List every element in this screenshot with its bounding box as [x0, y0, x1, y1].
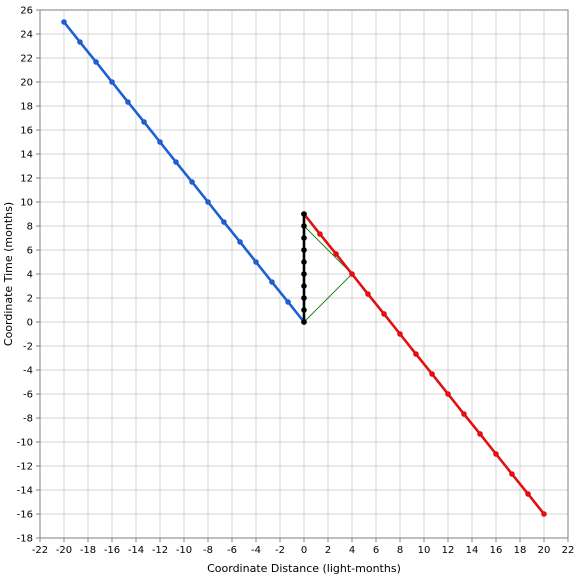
series-red-point: [493, 451, 499, 457]
x-tick-label: 22: [562, 545, 575, 556]
series-red-point: [541, 511, 547, 517]
series-layer: [61, 19, 547, 517]
y-tick-label: 6: [27, 246, 33, 257]
y-tick-label: 4: [27, 270, 33, 281]
series-red-point: [365, 291, 371, 297]
series-blue-point: [77, 39, 83, 45]
x-tick-label: 18: [514, 545, 527, 556]
x-tick-label: -10: [176, 545, 192, 556]
y-tick-label: 2: [27, 294, 33, 305]
series-red-point: [525, 491, 531, 497]
y-tick-label: 0: [27, 318, 33, 329]
y-tick-label: 18: [20, 102, 33, 113]
y-tick-label: 20: [20, 78, 33, 89]
series-red-point: [349, 271, 355, 277]
x-tick-label: -20: [56, 545, 72, 556]
series-black-point: [301, 211, 307, 217]
y-tick-label: -16: [17, 510, 33, 521]
series-blue-point: [125, 99, 131, 105]
y-tick-label: -8: [23, 414, 33, 425]
series-blue-point: [253, 259, 259, 265]
x-tick-label: -4: [251, 545, 261, 556]
x-tick-label: 8: [397, 545, 403, 556]
y-tick-label: -14: [17, 486, 33, 497]
x-tick-label: 10: [418, 545, 431, 556]
series-red-point: [381, 311, 387, 317]
series-black-point: [301, 259, 307, 265]
y-tick-label: -10: [17, 438, 33, 449]
x-tick-label: -22: [32, 545, 48, 556]
y-tick-label: 12: [20, 174, 33, 185]
x-tick-label: 16: [490, 545, 503, 556]
series-black-point: [301, 283, 307, 289]
series-blue-point: [189, 179, 195, 185]
series-red-point: [477, 431, 483, 437]
series-blue-point: [157, 139, 163, 145]
y-tick-label: 14: [20, 150, 33, 161]
series-black-point: [301, 307, 307, 313]
series-blue-point: [61, 19, 67, 25]
x-tick-label: 6: [373, 545, 379, 556]
x-axis-label: Coordinate Distance (light-months): [207, 562, 401, 575]
series-black: [301, 211, 307, 325]
x-tick-label: 2: [325, 545, 331, 556]
x-tick-label: -2: [275, 545, 285, 556]
series-blue-point: [93, 59, 99, 65]
series-blue-point: [141, 119, 147, 125]
series-blue-point: [109, 79, 115, 85]
series-red-point: [317, 231, 323, 237]
x-tick-label: -6: [227, 545, 237, 556]
y-tick-label: 26: [20, 6, 33, 17]
series-red-point: [509, 471, 515, 477]
series-black-point: [301, 223, 307, 229]
series-blue-point: [237, 239, 243, 245]
x-tick-label: 12: [442, 545, 455, 556]
series-blue-point: [221, 219, 227, 225]
x-tick-label: 0: [301, 545, 307, 556]
series-black-point: [301, 295, 307, 301]
series-blue-line: [62, 20, 306, 324]
series-red-line: [302, 212, 546, 516]
series-red-point: [413, 351, 419, 357]
x-tick-label: 20: [538, 545, 551, 556]
y-tick-label: 24: [20, 30, 33, 41]
y-tick-label: -4: [23, 366, 33, 377]
y-tick-label: 8: [27, 222, 33, 233]
x-tick-label: -18: [80, 545, 96, 556]
series-blue-point: [285, 299, 291, 305]
x-tick-label: -8: [203, 545, 213, 556]
y-axis-label: Coordinate Time (months): [2, 202, 15, 346]
series-blue-point: [269, 279, 275, 285]
axis-ticks: -22 -20 -18 -16 -14 -12 -10 -8 -6 -4 -2 0 2 4 6 8 10 12 14…: [17, 6, 575, 557]
series-blue-point: [205, 199, 211, 205]
x-tick-label: -12: [152, 545, 168, 556]
x-tick-label: 4: [349, 545, 355, 556]
x-tick-label: -16: [104, 545, 120, 556]
series-red-point: [445, 391, 451, 397]
series-blue-point: [173, 159, 179, 165]
series-red-point: [461, 411, 467, 417]
series-red-point: [333, 251, 339, 257]
x-tick-label: 14: [466, 545, 479, 556]
series-black-point: [301, 271, 307, 277]
x-tick-label: -14: [128, 545, 144, 556]
y-tick-label: -2: [23, 342, 33, 353]
series-black-point: [301, 235, 307, 241]
series-black-point: [301, 319, 307, 325]
series-red-point: [397, 331, 403, 337]
y-tick-label: 16: [20, 126, 33, 137]
y-tick-label: 22: [20, 54, 33, 65]
series-blue: [61, 19, 307, 325]
y-tick-label: -18: [17, 534, 33, 545]
series-red-point: [429, 371, 435, 377]
y-tick-label: -6: [23, 390, 33, 401]
y-tick-label: 10: [20, 198, 33, 209]
series-black-point: [301, 247, 307, 253]
y-tick-label: -12: [17, 462, 33, 473]
